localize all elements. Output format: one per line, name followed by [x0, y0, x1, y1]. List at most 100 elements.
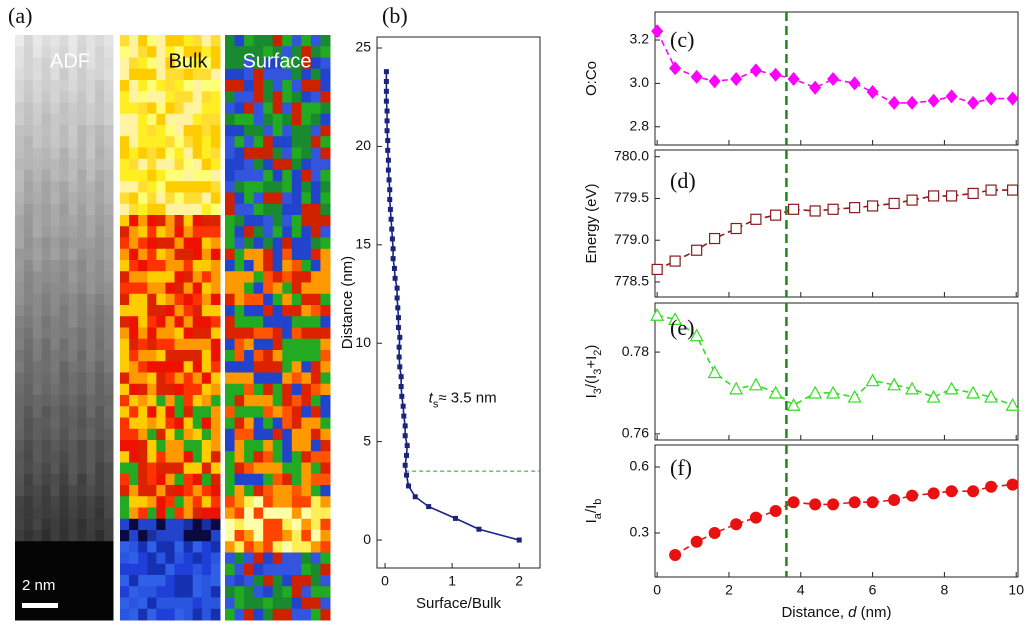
map-pixel	[244, 125, 255, 137]
map-pixel	[104, 46, 114, 58]
map-pixel	[272, 327, 283, 340]
map-pixel	[210, 485, 221, 497]
marker	[945, 485, 958, 498]
marker	[384, 128, 390, 134]
map-pixel	[272, 136, 283, 148]
map-pixel	[301, 35, 312, 47]
map-pixel	[50, 350, 61, 362]
marker	[985, 184, 997, 196]
map-pixel	[253, 440, 264, 452]
map-pixel	[68, 305, 78, 317]
map-pixel	[291, 597, 302, 610]
map-pixel	[129, 361, 139, 373]
map-pixel	[272, 417, 283, 430]
map-pixel	[41, 485, 52, 497]
marker	[402, 462, 408, 468]
map-pixel	[282, 383, 293, 396]
map-pixel	[147, 350, 157, 362]
map-pixel	[174, 383, 185, 396]
map-pixel	[210, 440, 221, 452]
map-pixel	[120, 541, 130, 553]
map-pixel	[68, 552, 78, 565]
marker	[888, 95, 901, 110]
map-pixel	[282, 316, 293, 328]
map-pixel	[183, 530, 194, 542]
map-pixel	[147, 260, 157, 272]
map-pixel	[234, 383, 245, 396]
map-pixel	[147, 293, 157, 306]
map-pixel	[301, 170, 312, 182]
map-pixel	[104, 158, 114, 171]
map-pixel	[301, 552, 312, 565]
map-pixel	[192, 46, 203, 58]
map-pixel	[156, 406, 166, 418]
map-pixel	[234, 496, 245, 508]
map-pixel	[225, 203, 236, 216]
marker	[730, 222, 742, 235]
map-pixel	[320, 113, 331, 126]
map-pixel	[147, 125, 157, 137]
scale-bar	[22, 603, 58, 608]
map-pixel	[129, 485, 139, 497]
map-pixel	[320, 350, 331, 362]
map-pixel	[138, 485, 148, 497]
map-pixel	[201, 282, 212, 295]
map-pixel	[320, 496, 331, 508]
map-pixel	[156, 361, 166, 373]
map-pixel	[120, 46, 130, 58]
map-pixel	[234, 428, 245, 441]
map-pixel	[183, 192, 194, 205]
map-pixel	[50, 46, 61, 58]
map-pixel	[165, 608, 176, 621]
map-pixel	[244, 496, 255, 508]
map-pixel	[201, 68, 212, 81]
map-pixel	[310, 57, 321, 70]
map-pixel	[244, 192, 255, 205]
map-pixel	[41, 372, 52, 385]
map-pixel	[301, 203, 312, 216]
map-pixel	[41, 237, 52, 250]
map-pixel	[320, 226, 331, 238]
map-pixel	[244, 451, 255, 463]
map-pixel	[201, 518, 212, 531]
map-pixel	[104, 361, 114, 373]
map-pixel	[138, 136, 148, 148]
map-pixel	[272, 473, 283, 486]
map-pixel	[320, 57, 331, 70]
map-pixel	[23, 215, 34, 227]
map-pixel	[41, 147, 52, 160]
map-pixel	[174, 395, 185, 407]
map-pixel	[147, 518, 157, 531]
y-tick-label: 0.76	[622, 425, 649, 441]
map-pixel	[59, 518, 69, 531]
map-pixel	[41, 586, 52, 598]
map-pixel	[86, 462, 96, 475]
map-pixel	[174, 57, 185, 70]
map-pixel	[310, 192, 321, 205]
map-pixel	[147, 451, 157, 463]
map-pixel	[301, 260, 312, 272]
map-pixel	[183, 473, 194, 486]
map-pixel	[282, 485, 293, 497]
map-pixel	[291, 316, 302, 328]
map-pixel	[15, 46, 25, 58]
map-pixel	[77, 428, 87, 441]
marker	[404, 452, 410, 458]
map-pixel	[95, 316, 105, 328]
map-pixel	[129, 46, 139, 58]
map-pixel	[68, 395, 78, 407]
map-pixel	[41, 338, 52, 351]
map-pixel	[59, 226, 69, 238]
map-pixel	[210, 316, 221, 328]
map-pixel	[41, 530, 52, 542]
y-tick-label: 0	[363, 531, 371, 547]
map-pixel	[282, 147, 293, 160]
map-pixel	[291, 417, 302, 430]
map-pixel	[129, 608, 139, 621]
map-pixel	[183, 485, 194, 497]
map-pixel	[23, 575, 34, 587]
map-pixel	[15, 563, 25, 576]
map-pixel	[95, 361, 105, 373]
map-pixel	[291, 440, 302, 452]
map-pixel	[138, 530, 148, 542]
